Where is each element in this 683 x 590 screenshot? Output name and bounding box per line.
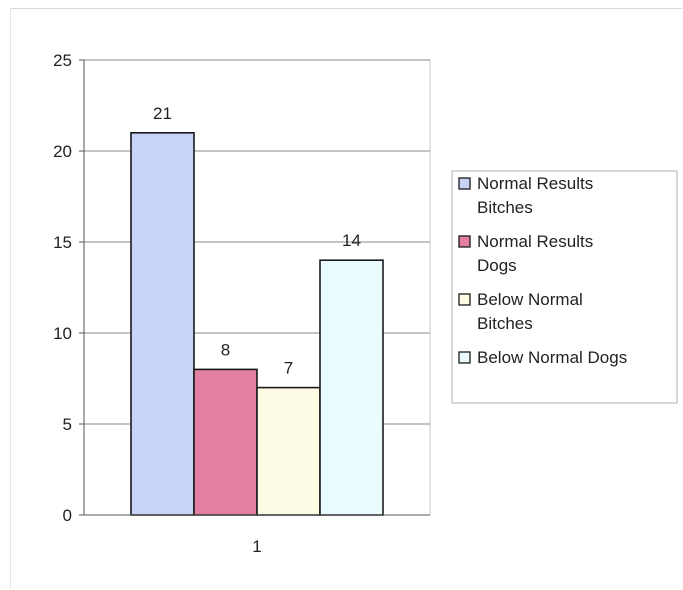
page-edge-left [10, 8, 11, 588]
axes: 0 5 10 15 20 25 1 [53, 51, 430, 556]
y-tick-label-5: 5 [63, 415, 72, 434]
y-tick-label-20: 20 [53, 142, 72, 161]
bar-below-normal-dogs [319, 259, 384, 516]
legend-swatch-below-normal-bitches [458, 293, 471, 306]
legend-label-normal-results-bitches-line-1: Normal Results [477, 174, 593, 193]
legend: Normal Results Bitches Normal Results Dogs B… [451, 170, 678, 404]
legend-label-below-normal-bitches-line-1: Below Normal [477, 290, 583, 309]
data-label-normal-results-dogs: 8 [221, 340, 230, 359]
data-labels: 21 8 7 14 [153, 104, 361, 378]
legend-box [451, 170, 678, 404]
data-label-normal-results-bitches: 21 [153, 104, 172, 123]
x-category-label: 1 [252, 537, 261, 556]
legend-label-normal-results-dogs-line-1: Normal Results [477, 232, 593, 251]
legend-label-below-normal-bitches-line-2: Bitches [477, 314, 533, 333]
legend-label-normal-results-bitches-line-2: Bitches [477, 198, 533, 217]
y-tick-label-15: 15 [53, 233, 72, 252]
legend-swatch-normal-results-bitches [458, 177, 471, 190]
data-label-below-normal-bitches: 7 [284, 359, 293, 378]
data-label-below-normal-dogs: 14 [342, 231, 361, 250]
bar-normal-results-bitches [130, 132, 195, 516]
y-tick-label-25: 25 [53, 51, 72, 70]
page-edge-top [10, 8, 682, 9]
legend-label-below-normal-dogs: Below Normal Dogs [477, 348, 627, 367]
y-tick-label-10: 10 [53, 324, 72, 343]
y-tick-label-0: 0 [63, 506, 72, 525]
legend-swatch-below-normal-dogs [458, 351, 471, 364]
bar-normal-results-dogs [193, 368, 258, 516]
legend-swatch-normal-results-dogs [458, 235, 471, 248]
legend-label-normal-results-dogs-line-2: Dogs [477, 256, 517, 275]
bar-below-normal-bitches [256, 386, 321, 516]
